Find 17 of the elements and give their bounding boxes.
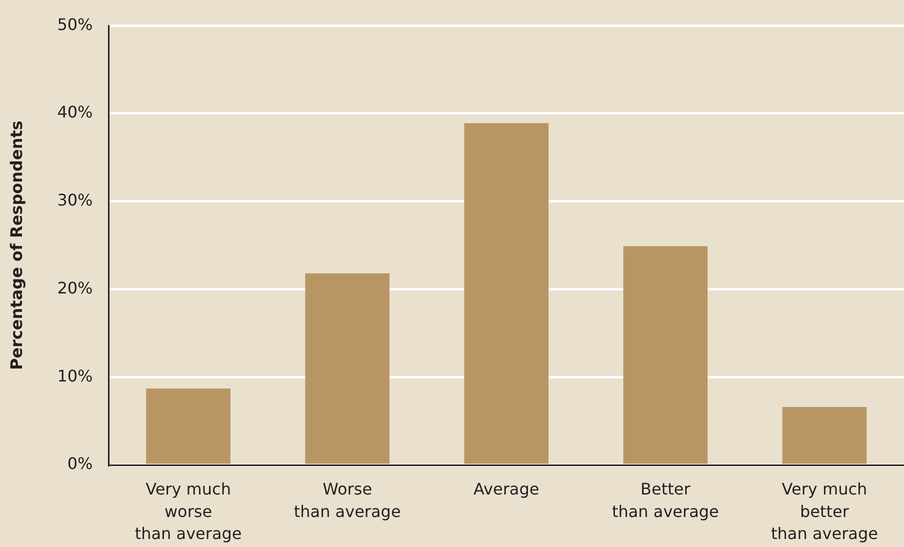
bar [464,123,549,464]
y-tick-label: 50% [57,14,93,34]
bar [782,407,867,464]
x-tick-label: Average [474,479,540,498]
x-tick-label: Worse than average [294,479,401,521]
bar [305,273,390,464]
y-tick-label: 30% [57,190,93,210]
x-tick-label: Very much better than average [771,479,878,544]
y-tick-label: 20% [57,278,93,298]
y-axis-title: Percentage of Respondents [6,120,26,370]
y-tick-label: 0% [67,454,93,474]
bar [146,388,230,464]
y-tick-label: 10% [57,366,93,386]
bar [623,246,708,464]
x-tick-label: Very much worse than average [134,479,242,544]
x-tick-label: Better than average [612,479,719,521]
y-tick-label: 40% [57,102,93,122]
